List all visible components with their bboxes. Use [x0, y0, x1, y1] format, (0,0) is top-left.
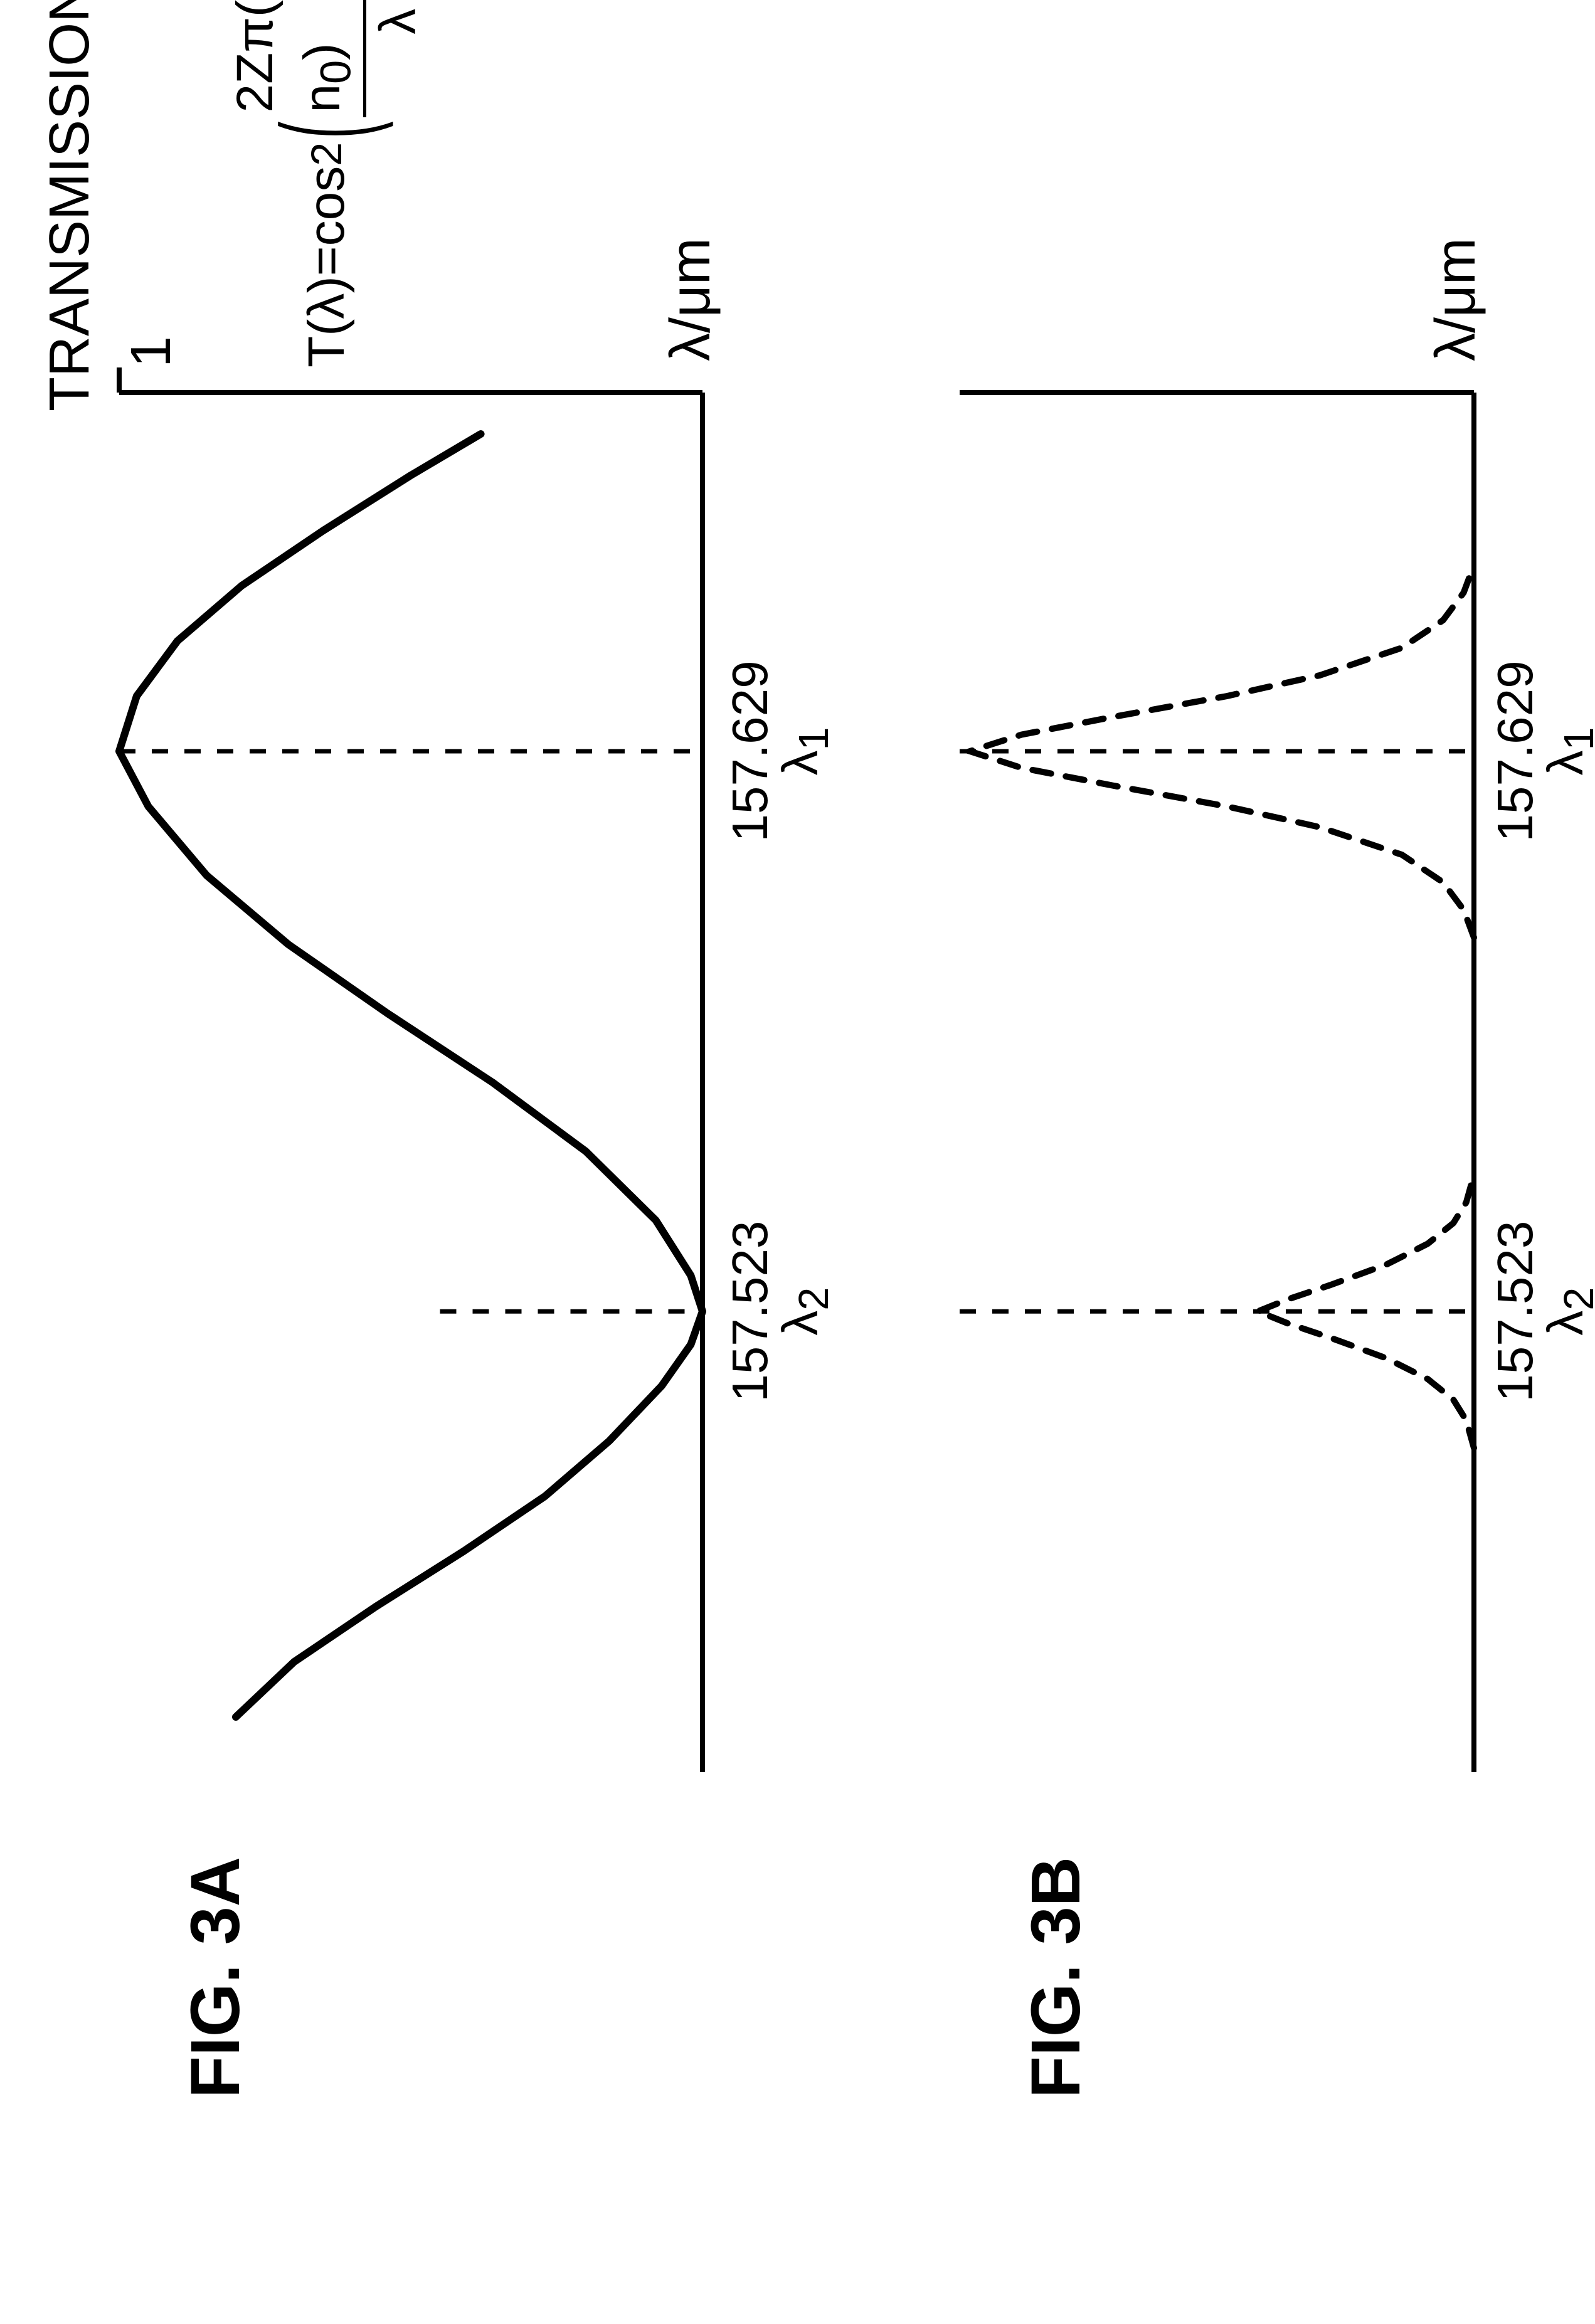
- lambda-sub: 1: [791, 727, 837, 750]
- fig-3b-lambda2-symbol: λ2: [1537, 1287, 1595, 1336]
- lambda-glyph: λ: [772, 1311, 828, 1336]
- formula-num-a: 2Zπ(n: [226, 0, 283, 112]
- lambda-glyph: λ: [1537, 1311, 1593, 1336]
- fig-3a-lambda2-value: 157.523: [721, 1221, 779, 1402]
- fig-3a-lambda1-symbol: λ1: [771, 727, 838, 775]
- fig-3a-x-axis-label: λ/μm: [659, 238, 723, 361]
- lambda-sub: 2: [1556, 1287, 1595, 1311]
- lambda-sub: 2: [791, 1287, 837, 1311]
- fig-3a-axes: [119, 367, 702, 1772]
- fig-3a-label: FIG. 3A: [176, 1857, 255, 2098]
- rotated-stage: FIG. 3A TRANSMISSION 1 λ/μm 157.523 λ2 1…: [0, 0, 1595, 2324]
- fig-3b-lambda2-value: 157.523: [1486, 1221, 1544, 1402]
- fig-3b-axes: [960, 393, 1474, 1772]
- formula-denominator: λ: [366, 9, 428, 34]
- fig-3a-lambda2-symbol: λ2: [771, 1287, 838, 1336]
- fig-3a-y-axis-title: TRANSMISSION: [38, 0, 102, 411]
- formula-exp: 2: [302, 142, 351, 166]
- formula-fraction: 2Zπ(ne-n0) λ: [226, 0, 428, 117]
- transmission-formula: T(λ)=cos 2 ( 2Zπ(ne-n0) λ ): [226, 0, 428, 367]
- fig-3a-y-tick-1-label: 1: [119, 336, 184, 367]
- fig-3a-curve: [119, 434, 702, 1717]
- fig-3b-lambda1-symbol: λ1: [1537, 727, 1595, 775]
- formula-lhs: T(λ)=cos: [297, 166, 356, 367]
- formula-numerator: 2Zπ(ne-n0): [226, 0, 366, 117]
- fig-3b-plot: [960, 393, 1474, 1772]
- lambda-glyph: λ: [772, 751, 828, 776]
- lambda-sub: 1: [1556, 727, 1595, 750]
- formula-lparen: (: [256, 121, 398, 138]
- fig-3b-lambda1-value: 157.629: [1486, 660, 1544, 842]
- fig-3b-x-axis-label: λ/μm: [1424, 238, 1488, 361]
- fig-3a-plot: [119, 393, 702, 1772]
- fig-3a-lambda1-value: 157.629: [721, 660, 779, 842]
- lambda-glyph: λ: [1537, 751, 1593, 776]
- formula-sub-0: 0: [312, 60, 360, 84]
- formula-num-close: ): [294, 43, 351, 60]
- fig-3b-label: FIG. 3B: [1016, 1857, 1096, 2098]
